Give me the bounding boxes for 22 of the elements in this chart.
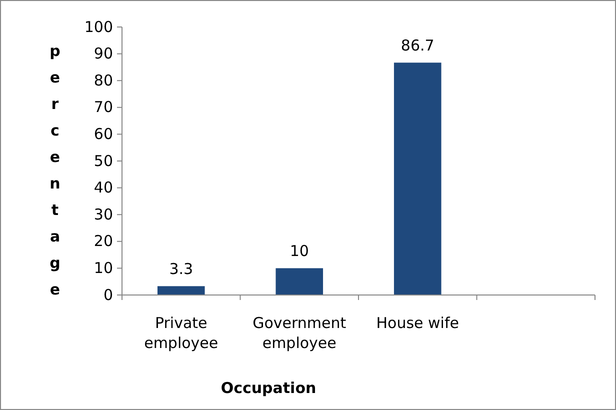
y-tick-label: 20 (94, 232, 113, 250)
x-axis-title: Occupation (220, 379, 316, 397)
x-tick-label: Private employee (144, 314, 218, 352)
x-tick-label: House wife (376, 314, 459, 332)
text: percentage (50, 42, 60, 298)
y-tick-label: 60 (94, 125, 113, 143)
y-tick-label: 40 (94, 178, 113, 197)
y-tick-label: 90 (94, 44, 113, 63)
y-tick-label: 50 (94, 152, 113, 170)
data-label: 10 (290, 242, 309, 260)
data-label: 86.7 (400, 36, 434, 55)
x-tick-label: Government employee (252, 314, 346, 352)
y-tick-label: 70 (94, 98, 113, 116)
y-tick-label: 0 (103, 286, 113, 304)
bar (394, 62, 442, 295)
y-tick-label: 30 (94, 205, 113, 224)
y-tick-label: 100 (84, 18, 113, 36)
bar (276, 268, 324, 295)
bar (157, 286, 205, 295)
data-label: 3.3 (169, 260, 194, 278)
y-tick-label: 80 (94, 71, 113, 90)
y-tick-label: 10 (94, 259, 113, 277)
